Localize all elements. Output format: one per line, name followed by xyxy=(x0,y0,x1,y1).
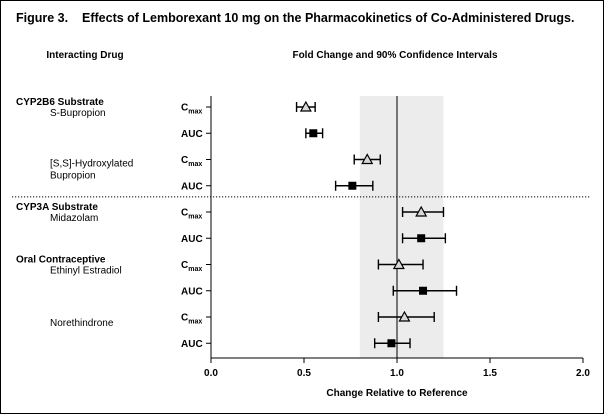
param-label: AUC xyxy=(181,129,203,140)
group-label: CYP3A Substrate xyxy=(16,202,98,213)
param-name: C xyxy=(181,103,188,114)
x-axis-label: Change Relative to Reference xyxy=(326,388,468,399)
param-subscript: max xyxy=(188,319,202,326)
param-label: AUC xyxy=(181,234,203,245)
param-subscript: max xyxy=(188,214,202,221)
param-subscript: max xyxy=(188,161,202,168)
param-subscript: max xyxy=(188,266,202,273)
drug-label: S-Bupropion xyxy=(50,108,106,119)
figure-title: Effects of Lemborexant 10 mg on the Phar… xyxy=(82,11,574,25)
point-estimate-square xyxy=(348,181,357,190)
drug-label: [S,S]-Hydroxylated xyxy=(50,159,133,170)
param-label: AUC xyxy=(181,181,203,192)
x-tick-label: 0.0 xyxy=(204,368,218,379)
point-estimate-square xyxy=(419,286,428,295)
point-estimate-triangle xyxy=(392,258,405,270)
param-name: AUC xyxy=(181,234,203,245)
point-estimate-triangle xyxy=(361,153,374,165)
param-name: C xyxy=(181,313,188,324)
group-label: CYP2B6 Substrate xyxy=(16,97,104,108)
interacting-drug-header: Interacting Drug xyxy=(46,50,123,61)
x-tick-label: 1.0 xyxy=(390,368,404,379)
param-label: Cmax xyxy=(181,313,202,326)
param-name: AUC xyxy=(181,339,203,350)
param-subscript: max xyxy=(188,109,202,116)
figure-label: Figure 3. xyxy=(16,11,68,25)
drug-label: Norethindrone xyxy=(50,318,114,329)
point-estimate-triangle xyxy=(415,205,428,217)
point-estimate-square xyxy=(309,129,318,138)
param-name: AUC xyxy=(181,181,203,192)
fold-change-header: Fold Change and 90% Confidence Intervals xyxy=(292,50,497,61)
point-estimate-triangle xyxy=(398,310,411,322)
x-tick-label: 2.0 xyxy=(576,368,590,379)
param-name: C xyxy=(181,260,188,271)
param-name: AUC xyxy=(181,129,203,140)
no-effect-band xyxy=(359,96,444,358)
point-estimate-triangle xyxy=(299,100,312,112)
param-name: C xyxy=(181,208,188,219)
x-tick-label: 1.5 xyxy=(483,368,497,379)
param-label: Cmax xyxy=(181,260,202,273)
param-name: C xyxy=(181,155,188,166)
param-label: Cmax xyxy=(181,103,202,116)
drug-label: Ethinyl Estradiol xyxy=(50,266,122,277)
param-name: AUC xyxy=(181,286,203,297)
drug-label: Midazolam xyxy=(50,213,98,224)
param-label: Cmax xyxy=(181,208,202,221)
point-estimate-square xyxy=(387,339,396,348)
param-label: AUC xyxy=(181,339,203,350)
param-label: AUC xyxy=(181,286,203,297)
point-estimate-square xyxy=(417,234,426,243)
drug-label: Bupropion xyxy=(50,171,96,182)
row-labels: Cmax AUC Cmax AUC Cmax AUC Cmax AUC Cmax AUC CYP2B… xyxy=(16,97,203,350)
param-label: Cmax xyxy=(181,155,202,168)
group-label: Oral Contraceptive xyxy=(16,255,106,266)
plot-area: 0.0 0.5 1.0 1.5 2.0 Change Relative to Refere… xyxy=(12,96,590,399)
x-tick-label: 0.5 xyxy=(297,368,311,379)
